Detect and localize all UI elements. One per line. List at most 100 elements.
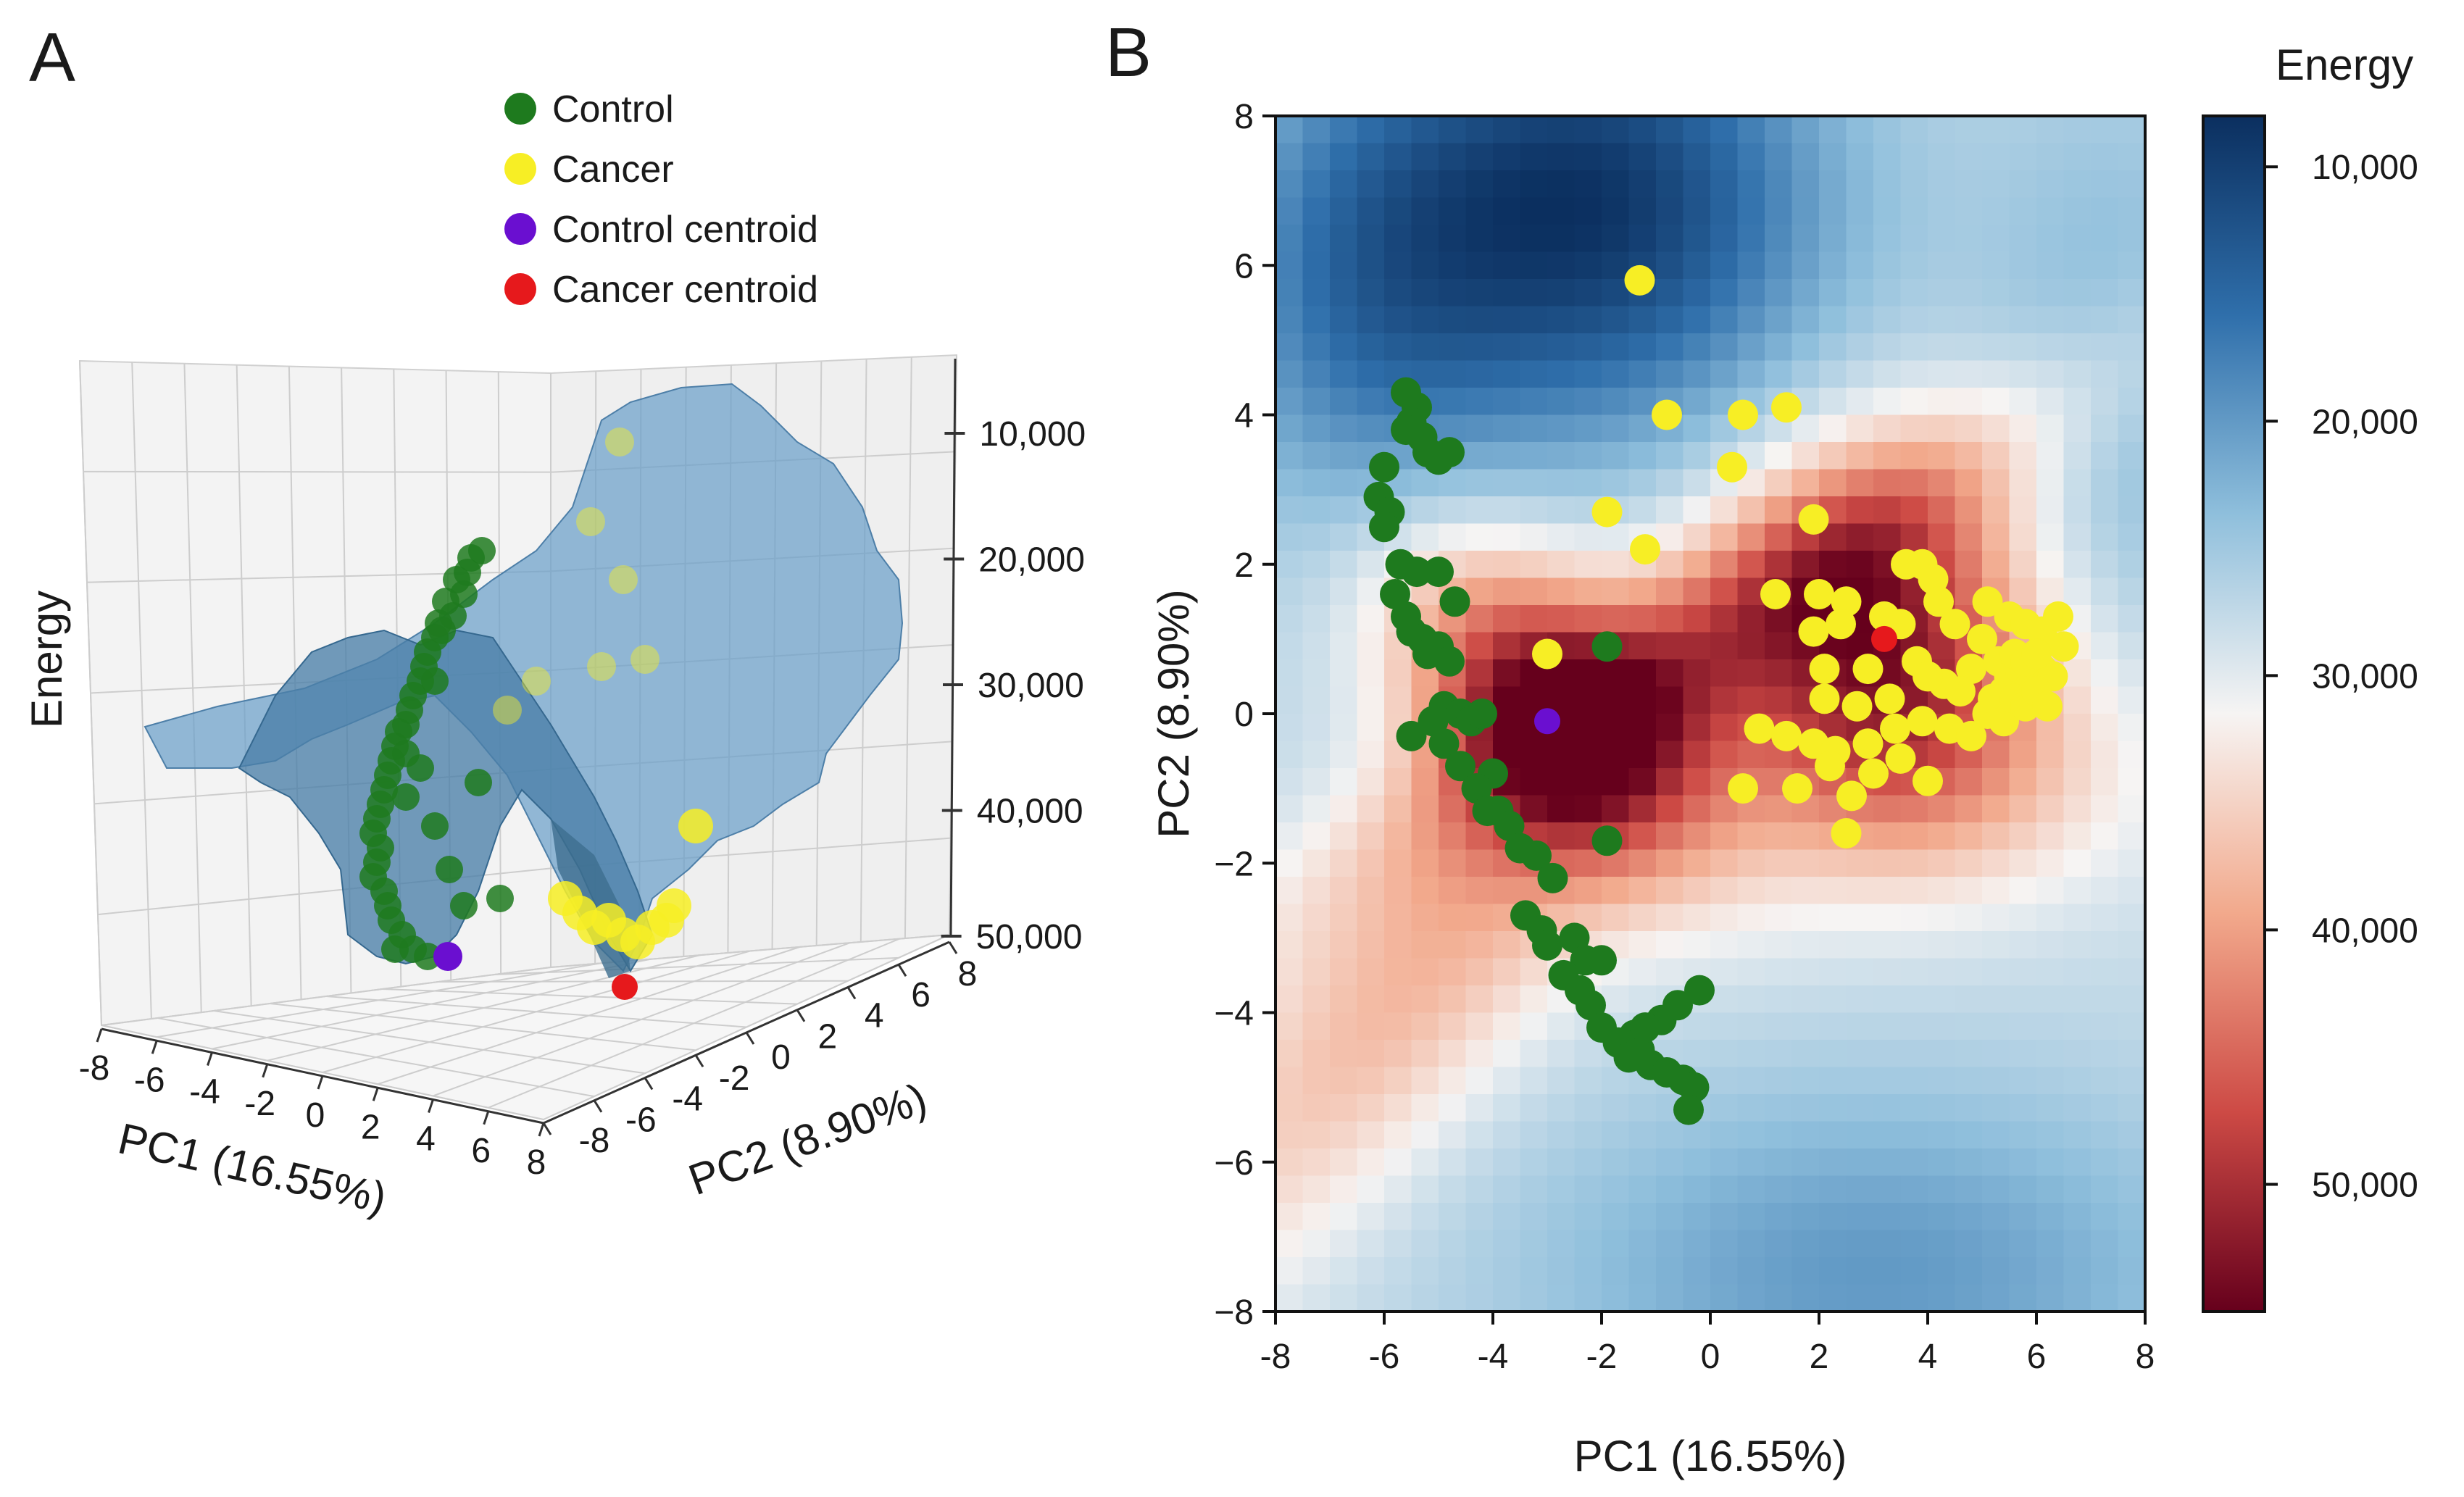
heatmap-cell (1628, 877, 1657, 905)
legend-marker-cancer-centroid (504, 273, 536, 305)
cancer-point-3d (522, 667, 551, 696)
heatmap-cell (1683, 1040, 1711, 1068)
heatmap-cell (1330, 822, 1358, 851)
control-point-3d (421, 812, 449, 840)
heatmap-cell (1683, 1230, 1711, 1258)
heatmap-cell (2063, 686, 2092, 714)
heatmap-cell (1574, 1175, 1602, 1204)
heatmap-cell (1465, 143, 1494, 171)
heatmap-cell (1928, 251, 1956, 280)
heatmap-cell (1275, 904, 1304, 932)
heatmap-cell (1765, 225, 1793, 253)
heatmap-cell (1465, 469, 1494, 497)
heatmap-cell (1737, 1257, 1765, 1285)
colorbar-tick-label: 30,000 (2312, 657, 2418, 696)
heatmap-cell (1710, 143, 1739, 171)
heatmap-cell (1493, 523, 1521, 551)
heatmap-cell (1683, 388, 1711, 416)
heatmap-cell (1737, 849, 1765, 877)
heatmap-cell (1330, 551, 1358, 579)
heatmap-cell (2063, 1012, 2092, 1041)
heatmap-cell (1275, 659, 1304, 688)
heatmap-cell (1547, 1257, 1576, 1285)
heatmap-cell (1547, 577, 1576, 606)
heatmap-cell (1683, 523, 1711, 551)
heatmap-cell (1982, 388, 2010, 416)
heatmap-cell (1900, 1284, 1928, 1312)
heatmap-cell (1439, 279, 1467, 307)
heatmap-cell (2036, 360, 2065, 388)
energy-tick-label: 30,000 (978, 667, 1084, 705)
heatmap-cell (1737, 551, 1765, 579)
heatmap-cell (2063, 442, 2092, 470)
heatmap-cell (2118, 469, 2145, 497)
heatmap-cell (1656, 877, 1684, 905)
heatmap-cell (1710, 306, 1739, 334)
heatmap-cell (1737, 523, 1765, 551)
heatmap-cell (2091, 931, 2119, 959)
heatmap-cell (2036, 849, 2065, 877)
heatmap-cell (1928, 931, 1956, 959)
heatmap-cell (1656, 279, 1684, 307)
heatmap-cell (2063, 795, 2092, 823)
heatmap-cell (2036, 577, 2065, 606)
heatmap-cell (1628, 686, 1657, 714)
heatmap-cell (1574, 469, 1602, 497)
heatmap-cell (1493, 659, 1521, 688)
heatmap-cell (1411, 1067, 1439, 1095)
heatmap-cell (1955, 1012, 1983, 1041)
control-point (1586, 945, 1617, 976)
heatmap-cell (1846, 170, 1874, 199)
heatmap-cell (1384, 1067, 1412, 1095)
heatmap-cell (1602, 388, 1630, 416)
heatmap-cell (1928, 1203, 1956, 1231)
heatmap-cell (2009, 1257, 2037, 1285)
y-tick-label: 8 (1234, 98, 1254, 136)
heatmap-cell (1656, 551, 1684, 579)
heatmap-cell (1737, 632, 1765, 660)
control-point (1402, 556, 1432, 588)
cancer-point (1809, 683, 1840, 714)
heatmap-cell (1602, 279, 1630, 307)
heatmap-cell (1819, 279, 1847, 307)
heatmap-cell (1520, 1148, 1548, 1177)
heatmap-cell (1302, 849, 1331, 877)
heatmap-cell (1791, 931, 1820, 959)
cancer-point (1858, 758, 1889, 789)
heatmap-cell (1547, 170, 1576, 199)
pc2-tick-label: 2 (818, 1017, 838, 1056)
heatmap-cell (1656, 360, 1684, 388)
cancer-point (1652, 399, 1682, 430)
heatmap-cell (1710, 931, 1739, 959)
control-point-3d (450, 892, 478, 920)
heatmap-cell (1574, 306, 1602, 334)
heatmap-cell (1628, 931, 1657, 959)
heatmap-cell (1493, 1121, 1521, 1149)
heatmap-cell (1330, 577, 1358, 606)
heatmap-cell (1384, 225, 1412, 253)
heatmap-cell (2009, 1148, 2037, 1177)
heatmap-cell (1683, 659, 1711, 688)
panel-a-label: A (29, 19, 75, 96)
heatmap-cell (1439, 116, 1467, 144)
heatmap-cell (1900, 1012, 1928, 1041)
control-point-3d (436, 856, 463, 883)
heatmap-cell (1628, 442, 1657, 470)
heatmap-cell (1330, 414, 1358, 443)
heatmap-cell (1602, 551, 1630, 579)
heatmap-cell (1465, 958, 1494, 986)
heatmap-cell (2118, 659, 2145, 688)
heatmap-cell (1465, 306, 1494, 334)
heatmap-cell (1330, 197, 1358, 225)
heatmap-cell (2118, 551, 2145, 579)
heatmap-cell (1928, 849, 1956, 877)
heatmap-cell (2063, 388, 2092, 416)
heatmap-cell (1873, 849, 1902, 877)
heatmap-cell (2118, 1067, 2145, 1095)
heatmap-cell (2091, 714, 2119, 742)
heatmap-cell (1357, 985, 1385, 1014)
heatmap-cell (2009, 1040, 2037, 1068)
heatmap-cell (1846, 414, 1874, 443)
heatmap-cell (1900, 1230, 1928, 1258)
heatmap-cell (1602, 1094, 1630, 1122)
